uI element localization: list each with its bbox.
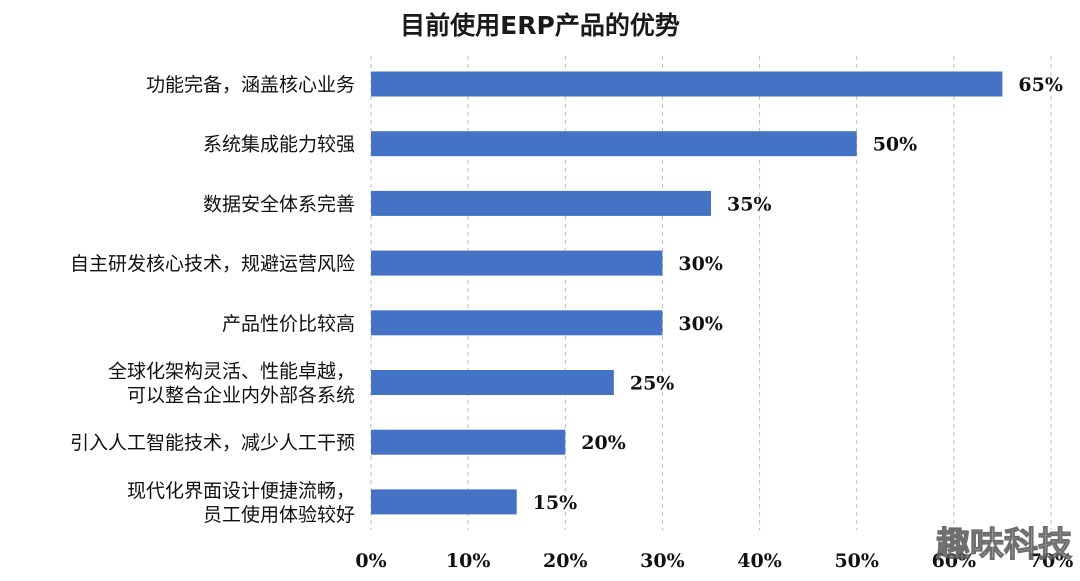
category-labels: 功能完备，涵盖核心业务系统集成能力较强数据安全体系完善自主研发核心技术，规避运营… bbox=[70, 74, 355, 526]
x-tick-label-70: 70% bbox=[1029, 550, 1074, 572]
x-tick-label-10: 10% bbox=[446, 550, 491, 572]
bar-6 bbox=[371, 370, 614, 395]
data-labels: 65% 50% 35% 30% 30% 25% 20% 15% bbox=[533, 74, 1063, 514]
bar-7 bbox=[371, 429, 566, 455]
data-label-8: 15% bbox=[533, 492, 578, 514]
x-tick-label-60: 60% bbox=[932, 550, 977, 572]
category-label-4: 自主研发核心技术，规避运营风险 bbox=[70, 253, 355, 275]
category-label-1: 功能完备，涵盖核心业务 bbox=[146, 74, 355, 96]
x-axis-tick-labels: 0% 10% 20% 30% 40% 50% 60% 70% bbox=[355, 550, 1073, 572]
category-label-8: 现代化界面设计便捷流畅，员工使用体验较好 bbox=[127, 480, 355, 526]
watermark-text: 趣味科技 bbox=[936, 525, 1072, 565]
bar-3 bbox=[371, 190, 711, 216]
data-label-4: 30% bbox=[678, 253, 723, 275]
data-label-2: 50% bbox=[873, 134, 918, 156]
x-tick-label-20: 20% bbox=[543, 550, 588, 572]
category-label-line: 现代化界面设计便捷流畅， bbox=[127, 480, 355, 502]
data-label-6: 25% bbox=[630, 373, 675, 395]
category-label-3: 数据安全体系完善 bbox=[203, 193, 355, 215]
x-tick-label-30: 30% bbox=[640, 550, 685, 572]
x-tick-label-0: 0% bbox=[355, 550, 386, 572]
category-label-line: 产品性价比较高 bbox=[222, 313, 355, 335]
category-label-line: 全球化架构灵活、性能卓越， bbox=[108, 361, 355, 383]
category-label-line: 员工使用体验较好 bbox=[203, 504, 355, 526]
category-label-line: 可以整合企业内外部各系统 bbox=[127, 385, 355, 407]
category-label-6: 全球化架构灵活、性能卓越，可以整合企业内外部各系统 bbox=[108, 361, 355, 407]
data-label-1: 65% bbox=[1018, 74, 1063, 96]
bar-1 bbox=[371, 71, 1003, 97]
x-tick-label-40: 40% bbox=[737, 550, 782, 572]
chart-title: 目前使用ERP产品的优势 bbox=[400, 11, 680, 40]
category-label-line: 功能完备，涵盖核心业务 bbox=[146, 74, 355, 96]
category-label-line: 系统集成能力较强 bbox=[203, 134, 355, 156]
category-label-line: 数据安全体系完善 bbox=[203, 193, 355, 215]
x-tick-label-50: 50% bbox=[834, 550, 879, 572]
data-label-3: 35% bbox=[727, 193, 772, 215]
category-label-line: 自主研发核心技术，规避运营风险 bbox=[70, 253, 355, 275]
category-label-line: 引入人工智能技术，减少人工干预 bbox=[70, 432, 355, 454]
bar-2 bbox=[371, 131, 857, 157]
bar-8 bbox=[371, 489, 517, 515]
grid-lines bbox=[370, 56, 1052, 530]
bar-4 bbox=[371, 250, 663, 276]
bar-5 bbox=[371, 310, 663, 336]
category-label-7: 引入人工智能技术，减少人工干预 bbox=[70, 432, 355, 454]
category-label-2: 系统集成能力较强 bbox=[203, 134, 355, 156]
category-label-5: 产品性价比较高 bbox=[222, 313, 355, 335]
data-label-5: 30% bbox=[678, 313, 723, 335]
data-label-7: 20% bbox=[581, 432, 626, 454]
bars bbox=[371, 71, 1003, 515]
